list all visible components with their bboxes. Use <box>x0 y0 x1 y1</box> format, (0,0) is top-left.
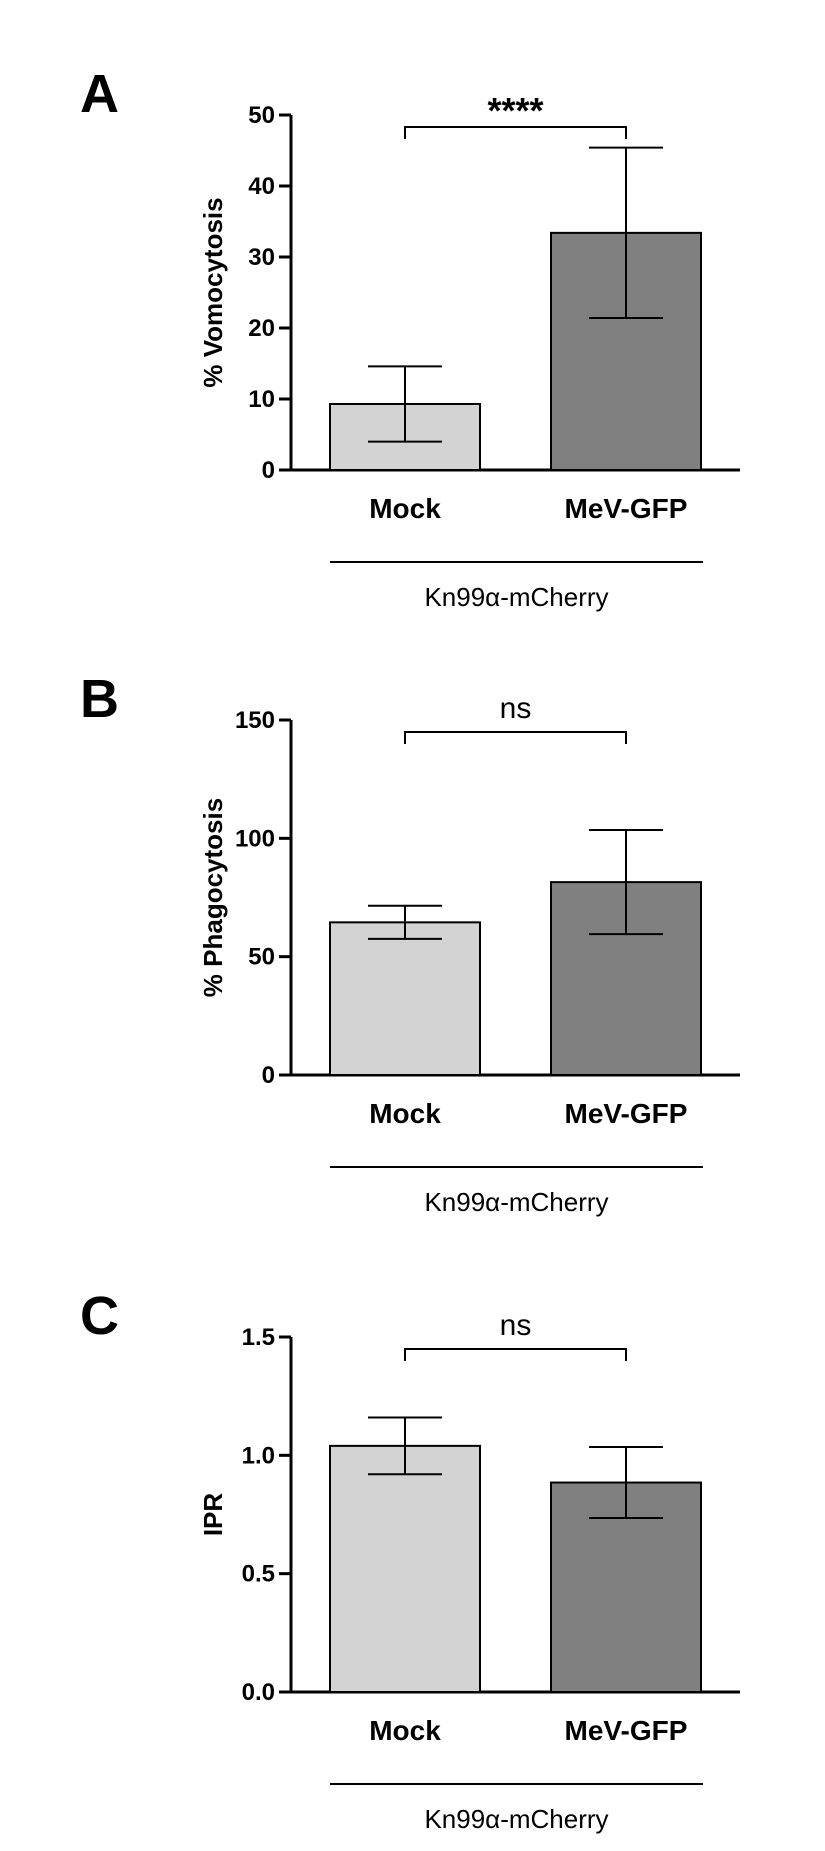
y-axis-label: % Vomocytosis <box>198 197 228 387</box>
category-label: MeV-GFP <box>565 1715 688 1746</box>
group-label: Kn99α-mCherry <box>424 582 608 612</box>
significance-label: ns <box>500 692 532 725</box>
category-label: Mock <box>369 493 441 524</box>
panel-letter: C <box>80 1286 119 1346</box>
y-tick-label: 150 <box>235 707 275 734</box>
category-label: MeV-GFP <box>565 1098 688 1129</box>
y-tick-label: 50 <box>248 944 275 971</box>
y-tick-label: 1.5 <box>242 1324 275 1351</box>
significance-bracket <box>404 126 627 139</box>
y-tick-label: 10 <box>248 386 275 413</box>
group-label: Kn99α-mCherry <box>424 1804 608 1834</box>
significance-label: **** <box>487 90 543 131</box>
y-axis-label: % Phagocytosis <box>198 798 228 997</box>
y-tick-label: 30 <box>248 244 275 271</box>
y-tick-label: 100 <box>235 825 275 852</box>
significance-label: ns <box>500 1309 532 1342</box>
category-label: Mock <box>369 1098 441 1129</box>
significance-bracket <box>404 731 627 744</box>
y-axis-label: IPR <box>198 1493 228 1537</box>
category-label: Mock <box>369 1715 441 1746</box>
bar <box>329 1444 481 1693</box>
panel-letter: B <box>80 669 119 729</box>
panel-c: C 0.0 0.5 1.0 1.5 IPR Mock MeV-GFP ns Kn99α-mCher… <box>0 1222 825 1839</box>
chart-svg: A 0 10 20 30 40 50 % Vomocytosis Mock MeV-GFP ****… <box>80 64 740 612</box>
y-tick-label: 40 <box>248 173 275 200</box>
y-tick-label: 0.0 <box>242 1679 275 1706</box>
y-tick-label: 0 <box>262 457 275 484</box>
significance-bracket <box>404 1348 627 1361</box>
y-tick-label: 1.0 <box>242 1442 275 1469</box>
chart-svg: C 0.0 0.5 1.0 1.5 IPR Mock MeV-GFP ns Kn99α-mCher… <box>80 1286 740 1834</box>
chart-svg: B 0 50 100 150 % Phagocytosis Mock MeV-GFP ns Kn9… <box>80 669 740 1217</box>
panel-a: A 0 10 20 30 40 50 % Vomocytosis Mock MeV-GFP ****… <box>0 0 825 617</box>
group-label: Kn99α-mCherry <box>424 1187 608 1217</box>
panel-b: B 0 50 100 150 % Phagocytosis Mock MeV-GFP ns Kn9… <box>0 605 825 1222</box>
y-tick-label: 0 <box>262 1062 275 1089</box>
y-tick-label: 0.5 <box>242 1561 275 1588</box>
y-tick-label: 50 <box>248 102 275 129</box>
bar <box>329 921 481 1076</box>
category-label: MeV-GFP <box>565 493 688 524</box>
y-tick-label: 20 <box>248 315 275 342</box>
panel-letter: A <box>80 64 119 124</box>
